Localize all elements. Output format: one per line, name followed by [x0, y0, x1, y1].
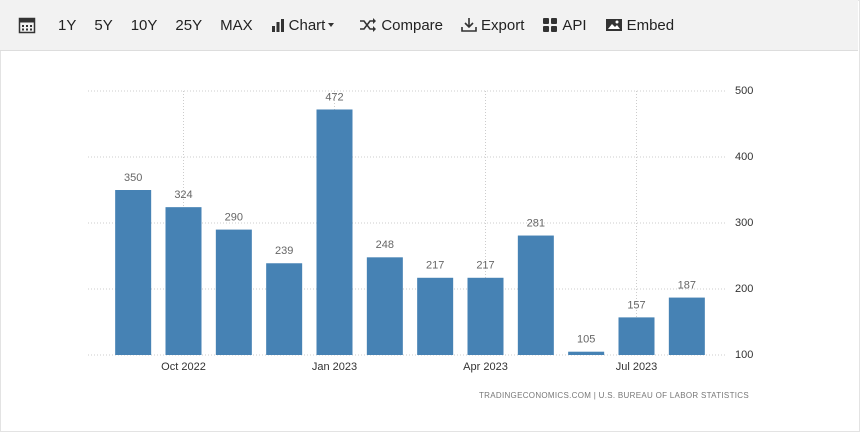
source-note: TRADINGECONOMICS.COM | U.S. BUREAU OF LA… [479, 391, 749, 400]
value-label: 187 [678, 279, 696, 291]
bar [165, 207, 202, 355]
compare-label: Compare [381, 16, 444, 34]
chart-label: Chart [288, 16, 326, 34]
value-label: 472 [325, 91, 343, 103]
value-label: 324 [174, 189, 192, 201]
export-label: Export [481, 16, 525, 34]
api-button[interactable]: API [542, 16, 587, 34]
value-label: 157 [627, 299, 645, 311]
range-button[interactable]: 10Y [130, 16, 158, 34]
grid-icon [543, 18, 558, 32]
range-button[interactable]: 1Y [58, 16, 77, 34]
embed-label: Embed [626, 16, 675, 34]
x-tick-label: Apr 2023 [463, 361, 508, 373]
caret-icon [328, 23, 335, 27]
bar [467, 277, 504, 355]
bar [618, 317, 655, 355]
y-tick-label: 300 [735, 217, 753, 229]
y-tick-label: 400 [735, 151, 753, 163]
y-tick-label: 100 [735, 349, 753, 361]
chart-button[interactable]: Chart [271, 17, 342, 34]
range-button[interactable]: MAX [220, 16, 253, 34]
x-tick-label: Oct 2022 [161, 361, 206, 373]
bar [366, 257, 403, 355]
api-label: API [562, 16, 587, 34]
x-tick-label: Jul 2023 [616, 361, 658, 373]
embed-button[interactable]: Embed [605, 16, 675, 34]
bar [115, 190, 152, 355]
y-tick-label: 200 [735, 283, 753, 295]
chart-icon [271, 19, 284, 32]
calendar-button[interactable] [18, 16, 40, 34]
compare-button[interactable]: Compare [359, 17, 443, 34]
value-label: 281 [527, 217, 545, 229]
value-label: 105 [577, 334, 595, 346]
bar [517, 235, 554, 355]
bar [266, 263, 303, 355]
range-button[interactable]: 25Y [175, 16, 203, 34]
bar [316, 109, 353, 355]
bar [417, 277, 454, 355]
bar [568, 351, 605, 355]
value-label: 217 [426, 260, 444, 272]
calendar-icon [18, 17, 36, 34]
x-tick-label: Jan 2023 [312, 361, 357, 373]
value-label: 217 [476, 260, 494, 272]
value-label: 350 [124, 172, 142, 184]
shuffle-icon [360, 18, 377, 32]
bar [215, 229, 252, 355]
bar [668, 297, 705, 355]
download-icon [461, 18, 477, 32]
chart: TRADINGECONOMICS.COM | U.S. BUREAU OF LA… [88, 85, 753, 400]
toolbar: 1Y 5Y 10Y 25Y MAX Chart Compare Export A… [0, 0, 858, 51]
y-tick-label: 500 [735, 85, 753, 97]
range-button[interactable]: 5Y [94, 16, 113, 34]
value-label: 239 [275, 245, 293, 257]
export-button[interactable]: Export [461, 17, 524, 34]
value-label: 248 [376, 239, 394, 251]
image-icon [605, 19, 622, 31]
value-label: 290 [225, 212, 243, 224]
